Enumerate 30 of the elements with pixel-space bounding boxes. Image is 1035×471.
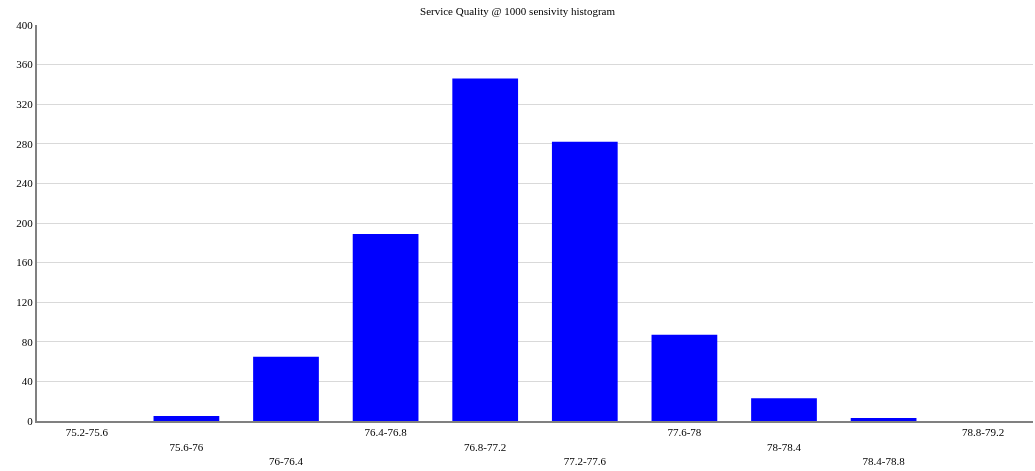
y-tick-label: 360 — [16, 58, 34, 71]
bar — [352, 233, 419, 421]
bar — [551, 141, 618, 421]
bar — [452, 78, 519, 421]
x-tick-label: 75.2-75.6 — [65, 426, 109, 439]
bar — [751, 398, 817, 421]
x-tick-label: 77.2-77.6 — [563, 454, 607, 467]
bar — [153, 416, 220, 421]
y-tick-label: 240 — [16, 177, 34, 190]
y-tick-label: 40 — [21, 375, 34, 388]
x-tick-label: 75.6-76 — [169, 440, 204, 453]
x-tick-label: 76.8-77.2 — [464, 440, 507, 453]
bar — [253, 356, 319, 421]
x-tick-label: 76.4-76.8 — [364, 426, 408, 439]
y-tick-label: 0 — [27, 414, 34, 427]
y-tick-label: 200 — [16, 216, 34, 229]
y-tick-label: 80 — [21, 335, 34, 348]
x-tick-label: 78-78.4 — [767, 440, 802, 453]
x-tick-label: 77.6-78 — [667, 426, 702, 439]
bar — [651, 334, 718, 421]
chart-title: Service Quality @ 1000 sensivity histogram — [420, 4, 616, 17]
x-tick-label: 78.8-79.2 — [962, 426, 1005, 439]
bar — [850, 418, 917, 421]
y-tick-label: 320 — [16, 98, 34, 111]
x-tick-label: 76-76.4 — [269, 454, 304, 467]
y-tick-label: 160 — [16, 256, 34, 269]
y-tick-label: 120 — [16, 296, 34, 309]
y-tick-label: 400 — [16, 18, 34, 31]
x-tick-label: 78.4-78.8 — [862, 454, 906, 467]
y-tick-label: 280 — [16, 137, 34, 150]
